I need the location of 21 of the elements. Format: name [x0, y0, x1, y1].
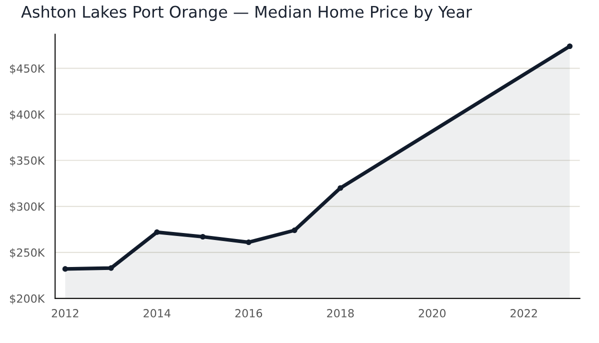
y-tick-label: $250K: [10, 248, 45, 258]
y-tick-label: $300K: [10, 202, 45, 212]
point: [292, 228, 298, 234]
point: [108, 265, 114, 271]
y-tick-label: $450K: [10, 64, 45, 74]
chart-title: Ashton Lakes Port Orange — Median Home Price by Year: [21, 5, 472, 21]
x-tick-label: 2014: [144, 309, 170, 318]
point: [62, 266, 68, 272]
x-tick-label: 2020: [418, 309, 446, 318]
point: [154, 229, 160, 235]
point: [200, 234, 206, 240]
y-tick-label: $350K: [10, 156, 45, 166]
y-tick-label: $200K: [10, 294, 45, 304]
point: [338, 185, 344, 191]
x-tick-label: 2016: [235, 309, 262, 318]
x-tick-label: 2018: [327, 309, 354, 318]
x-tick-label: 2022: [510, 309, 537, 318]
y-tick-label: $400K: [10, 110, 45, 120]
point: [566, 43, 573, 50]
x-tick-label: 2012: [52, 309, 78, 318]
point: [246, 239, 252, 246]
